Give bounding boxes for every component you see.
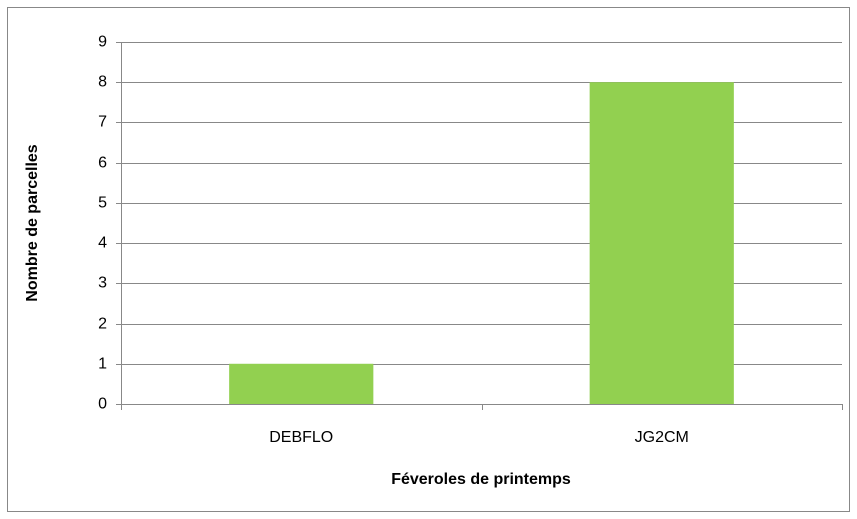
y-tick-label: 5 — [98, 195, 107, 212]
y-axis-label: Nombre de parcelles — [24, 144, 41, 302]
y-tick-label: 2 — [98, 316, 107, 333]
y-tick-label: 0 — [98, 396, 107, 413]
y-tick-label: 1 — [98, 356, 107, 373]
y-tick-label: 8 — [98, 74, 107, 91]
y-tick-label: 4 — [98, 235, 107, 252]
bar — [229, 363, 374, 404]
y-tick-label: 6 — [98, 155, 107, 172]
x-axis-label: Féveroles de printemps — [391, 471, 571, 488]
bar — [589, 82, 734, 404]
x-tick-label: DEBFLO — [269, 429, 333, 446]
y-tick-label: 7 — [98, 114, 107, 131]
x-tick-label: JG2CM — [635, 429, 689, 446]
y-tick-label: 9 — [98, 34, 107, 51]
y-tick-label: 3 — [98, 275, 107, 292]
